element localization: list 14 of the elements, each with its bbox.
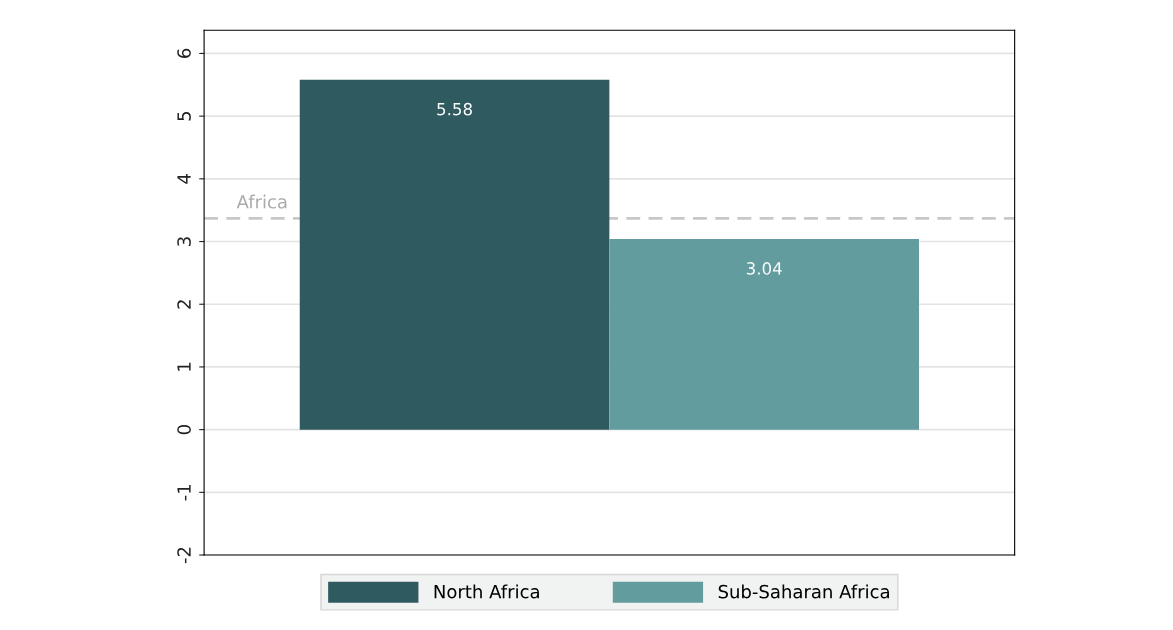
y-tick-label: 6 (177, 48, 191, 58)
y-tick-label: -1 (177, 485, 191, 501)
y-tick-label: 0 (177, 425, 191, 435)
data-label: 5.58 (437, 102, 472, 116)
y-tick-label: 2 (177, 300, 191, 309)
legend-label: Sub-Saharan Africa (718, 584, 889, 599)
y-tick-label: 3 (177, 237, 191, 246)
ref-line-label: Africa (236, 194, 287, 209)
y-tick-label: 5 (177, 111, 191, 121)
y-tick-label: -2 (177, 547, 191, 564)
data-label: 3.04 (746, 262, 782, 275)
y-tick-label: 4 (177, 174, 191, 184)
legend-label: North Africa (434, 584, 539, 599)
y-tick-label: 1 (177, 362, 191, 371)
